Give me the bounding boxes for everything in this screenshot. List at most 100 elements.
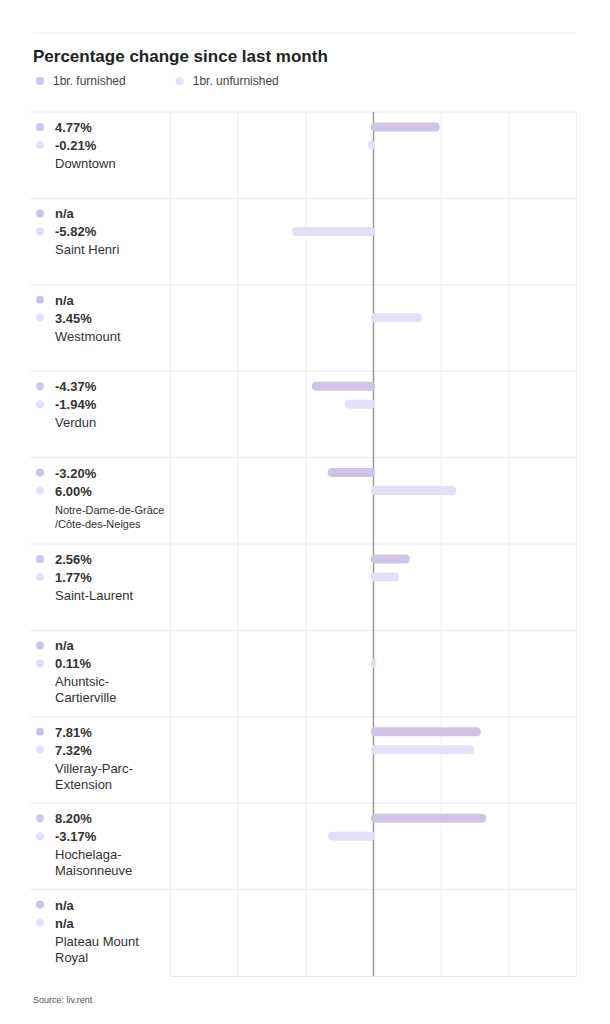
data-label: 6.00% — [55, 484, 92, 499]
row-label-group: 2.56% 1.77% Saint-Laurent — [36, 552, 133, 603]
label-dot — [36, 901, 44, 909]
label-dot — [36, 141, 44, 149]
chart: Percentage change since last month 1br. f… — [0, 0, 610, 1024]
data-label: n/a — [55, 916, 75, 931]
data-label: -4.37% — [55, 379, 97, 394]
label-dot — [36, 469, 44, 477]
data-label: n/a — [55, 898, 75, 913]
tick — [238, 112, 239, 976]
data-label: -0.21% — [55, 138, 97, 153]
data-label: -3.17% — [55, 829, 97, 844]
legend-label: 1br. furnished — [53, 74, 126, 88]
data-label: 4.77% — [55, 120, 92, 135]
category-label: Saint Henri — [55, 242, 119, 257]
row-label-group: -4.37%-1.94%Verdun — [36, 379, 97, 430]
bar — [328, 468, 375, 477]
data-label: -3.20% — [55, 466, 97, 481]
row-separator — [30, 284, 576, 285]
row-separator — [30, 198, 576, 199]
data-label: 3.45% — [55, 311, 92, 326]
bar — [371, 745, 474, 754]
category-label: Hochelaga-Maisonneuve — [55, 847, 132, 878]
axis-line — [171, 976, 577, 977]
row-label-group: n/a 0.11% Ahuntsic-Cartierville — [36, 638, 116, 705]
row-separator — [30, 889, 576, 890]
row-separator — [30, 716, 576, 717]
category-label: Notre-Dame-de-Grâce/Côte-des-Neiges — [55, 504, 164, 530]
row-separators — [30, 112, 576, 890]
category-label: Villeray-Parc-Extension — [55, 761, 133, 792]
data-label: n/a — [55, 638, 75, 653]
label-dot — [36, 487, 44, 495]
row-label-group: 4.77% -0.21% Downtown — [36, 120, 116, 171]
data-label: 1.77% — [55, 570, 92, 585]
row-label-group: 7.81% 7.32% Villeray-Parc-Extension — [36, 725, 133, 792]
grid-line — [373, 112, 375, 976]
row-separator — [30, 371, 576, 372]
grid-line — [305, 112, 306, 976]
category-label: Plateau MountRoyal — [55, 934, 139, 965]
label-dot — [36, 919, 44, 927]
row-separator — [30, 457, 576, 458]
grid-line — [576, 112, 577, 976]
category-label: Ahuntsic-Cartierville — [55, 674, 116, 705]
grid-line — [441, 112, 442, 976]
row-separator — [30, 112, 576, 113]
row-label-group: 8.20% -3.17% Hochelaga-Maisonneuve — [36, 811, 132, 878]
bar — [371, 313, 422, 322]
row-separator — [30, 630, 576, 631]
label-dot — [36, 641, 44, 649]
legend-swatch — [36, 77, 44, 85]
data-label: 0.11% — [55, 656, 92, 671]
category-label: Downtown — [55, 156, 116, 171]
row-separator — [30, 544, 576, 545]
tick — [305, 112, 306, 976]
data-label: 7.81% — [55, 725, 92, 740]
label-dot — [36, 123, 44, 131]
data-label: 7.32% — [55, 743, 92, 758]
label-dot — [36, 573, 44, 581]
grid-line — [508, 112, 509, 976]
tick — [373, 112, 374, 976]
legend-label: 1br. unfurnished — [193, 74, 279, 88]
bar — [371, 486, 456, 495]
bar — [371, 573, 399, 582]
tick — [441, 112, 442, 976]
top-rule — [33, 33, 576, 34]
bar — [292, 227, 375, 236]
tick — [508, 112, 509, 976]
bar — [345, 400, 375, 409]
label-dot — [36, 659, 44, 667]
legend-item: 1br. furnished — [36, 74, 126, 88]
data-label: 8.20% — [55, 811, 92, 826]
label-dot — [36, 814, 44, 822]
row-label-group: n/a3.45%Westmount — [36, 293, 121, 344]
title: Percentage change since last month — [33, 47, 328, 66]
row-label-group: n/a n/a Plateau MountRoyal — [36, 898, 139, 965]
label-dot — [36, 728, 44, 736]
category-label: Saint-Laurent — [55, 588, 133, 603]
legend: 1br. furnished 1br. unfurnished — [36, 74, 279, 88]
grid-line — [170, 112, 171, 976]
label-dot — [36, 314, 44, 322]
row-label-group: n/a-5.82%Saint Henri — [36, 206, 119, 257]
bar — [312, 382, 375, 391]
label-dot — [36, 832, 44, 840]
label-dot — [36, 296, 44, 304]
label-dot — [36, 400, 44, 408]
grid-line — [238, 112, 239, 976]
data-label: 2.56% — [55, 552, 92, 567]
bars — [292, 123, 486, 841]
bar — [371, 659, 376, 668]
row-labels: 4.77% -0.21% Downtown n/a-5.82%Saint Henri n… — [36, 120, 164, 965]
x-axis — [171, 112, 577, 977]
legend-swatch — [176, 77, 184, 85]
bar — [371, 123, 440, 132]
label-dot — [36, 746, 44, 754]
tick — [170, 112, 171, 976]
row-label-group: -3.20% 6.00% Notre-Dame-de-Grâce/Côte-des-… — [36, 466, 164, 530]
source: Source: liv.rent — [33, 995, 93, 1005]
row-separator — [30, 803, 576, 804]
data-label: n/a — [55, 293, 75, 308]
bar — [371, 555, 410, 564]
